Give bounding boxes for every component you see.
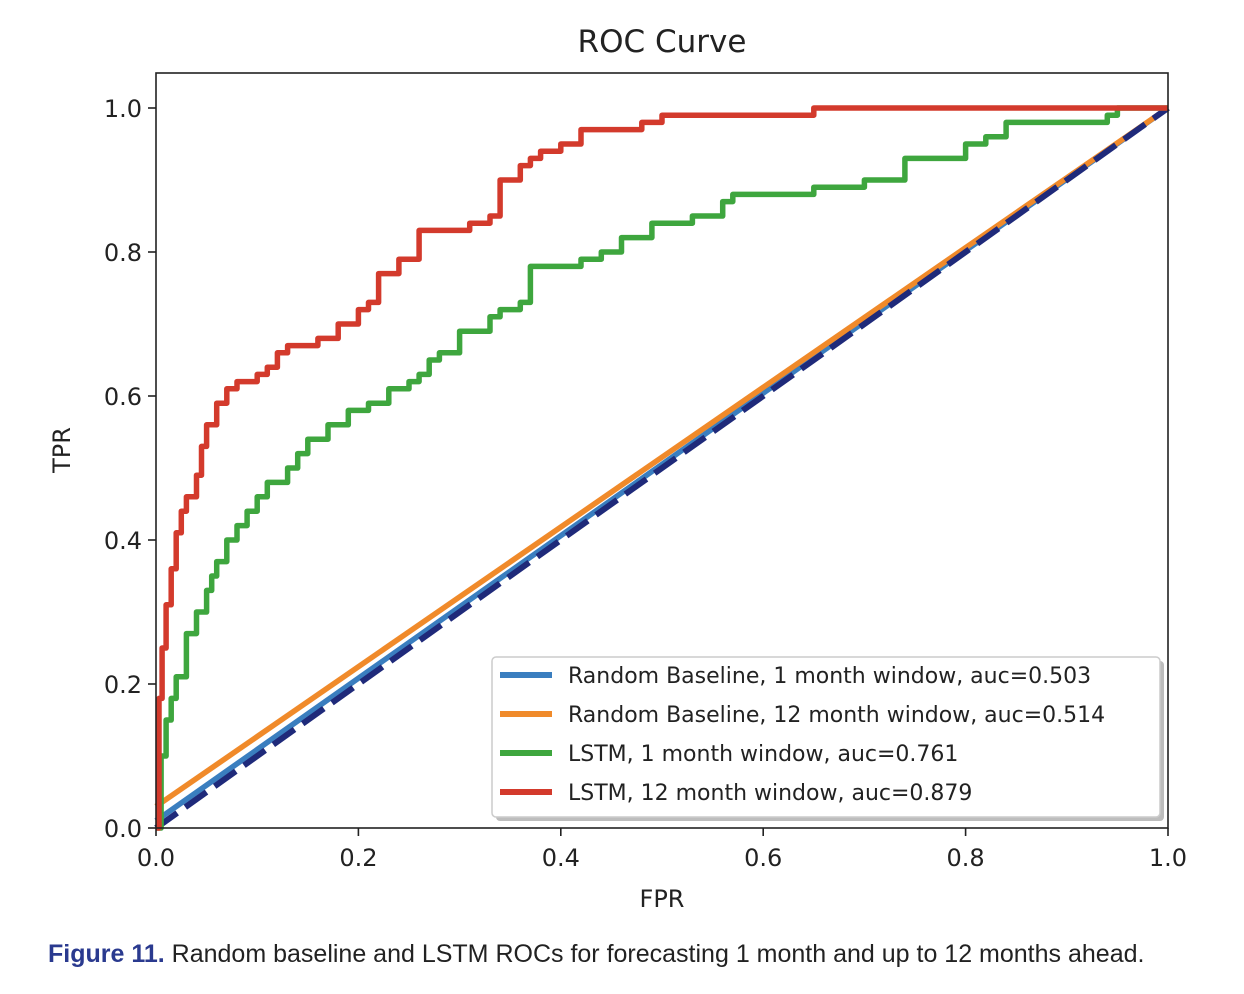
- x-tick-label: 1.0: [1149, 844, 1187, 872]
- figure-caption: Figure 11. Random baseline and LSTM ROCs…: [48, 940, 1228, 969]
- y-tick-label: 1.0: [104, 95, 142, 123]
- x-tick-label: 0.4: [542, 844, 580, 872]
- x-axis-label: FPR: [640, 885, 685, 913]
- roc-chart: ROC Curve 0.0 0.2 0.4 0.6 0.8 1.0 0.0 0.2 0.4 0.6…: [48, 24, 1187, 913]
- axis-ticks: 0.0 0.2 0.4 0.6 0.8 1.0 0.0 0.2 0.4 0.6 0.8 1.0: [104, 95, 1187, 872]
- x-tick-label: 0.6: [744, 844, 782, 872]
- series-line-baseline-12-month: [154, 105, 1170, 809]
- plot-frame: [155, 72, 1169, 829]
- y-axis-label: TPR: [48, 427, 76, 474]
- legend-box: [491, 656, 1161, 818]
- legend-label-lstm-12-month: LSTM, 12 month window, auc=0.879: [568, 781, 972, 806]
- chance-diagonal-line: [154, 105, 1170, 831]
- legend-label-lstm-1-month: LSTM, 1 month window, auc=0.761: [568, 742, 958, 767]
- series-line-lstm-1-month: [156, 105, 1168, 831]
- legend-label-baseline-1-month: Random Baseline, 1 month window, auc=0.5…: [568, 664, 1091, 689]
- x-tick-label: 0.2: [339, 844, 377, 872]
- y-tick-label: 0.6: [104, 383, 142, 411]
- figure-caption-text: Random baseline and LSTM ROCs for foreca…: [164, 940, 1145, 968]
- x-tick-label: 0.8: [947, 844, 985, 872]
- series-line-lstm-12-month: [156, 105, 1168, 831]
- y-tick-label: 0.4: [104, 527, 142, 555]
- figure-label: Figure 11.: [48, 940, 165, 968]
- legend: Random Baseline, 1 month window, auc=0.5…: [491, 656, 1164, 821]
- plot-area: [154, 105, 1170, 831]
- y-tick-label: 0.8: [104, 239, 142, 267]
- chart-title: ROC Curve: [578, 24, 747, 60]
- y-tick-label: 0.0: [104, 815, 142, 843]
- x-tick-label: 0.0: [137, 844, 175, 872]
- legend-label-baseline-12-month: Random Baseline, 12 month window, auc=0.…: [568, 703, 1105, 728]
- y-tick-label: 0.2: [104, 671, 142, 699]
